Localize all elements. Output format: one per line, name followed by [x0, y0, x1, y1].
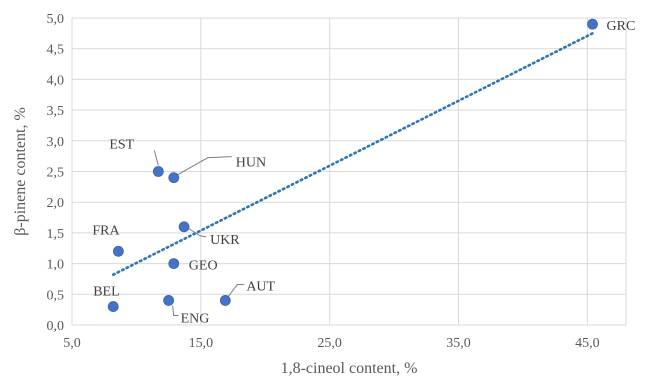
y-tick-label: 3,5 — [47, 104, 65, 119]
point-labels: GRC EST HUN UKR FRA GEO BEL ENG AUT — [92, 19, 635, 326]
leader-line-hun — [177, 156, 232, 176]
y-tick-label: 5,0 — [47, 12, 65, 27]
y-axis-title: β-pinene content, % — [12, 107, 29, 236]
x-tick-label: 25,0 — [317, 336, 342, 351]
point-label-est: EST — [109, 138, 134, 153]
point-label-fra: FRA — [92, 223, 120, 238]
y-tick-label: 4,0 — [47, 73, 65, 88]
point-label-eng: ENG — [181, 311, 210, 326]
data-point-eng — [163, 295, 175, 306]
leader-line-ukr — [188, 228, 207, 238]
trendline — [111, 32, 594, 276]
x-axis-title: 1,8-cineol content, % — [281, 360, 418, 377]
point-label-geo: GEO — [189, 259, 218, 274]
leader-line-est — [153, 150, 159, 166]
y-tick-label: 0,0 — [47, 319, 65, 334]
data-point-est — [152, 166, 164, 177]
trendline-group — [111, 32, 594, 276]
data-point-grc — [587, 18, 598, 30]
point-label-hun: HUN — [236, 156, 266, 171]
y-tick-label: 1,0 — [47, 258, 65, 273]
y-tick-label: 4,5 — [47, 43, 65, 58]
grid-lines — [71, 17, 627, 326]
x-tick-label: 15,0 — [189, 336, 214, 351]
x-tick-label: 45,0 — [575, 336, 600, 351]
y-tick-label: 2,0 — [47, 196, 65, 211]
data-point-fra — [112, 245, 124, 257]
y-tick-label: 0,5 — [47, 288, 65, 303]
y-tick-label: 3,0 — [47, 135, 65, 150]
data-points — [107, 18, 598, 312]
point-label-grc: GRC — [607, 19, 636, 34]
x-tick-label: 5,0 — [63, 336, 81, 351]
label-leader-lines — [153, 150, 245, 316]
y-tick-label: 2,5 — [47, 166, 65, 181]
tick-labels: 0,0 0,5 1,0 1,5 2,0 2,5 3,0 3,5 4,0 4,5 5,0 5,0 15,0… — [47, 12, 600, 351]
leader-line-eng — [172, 305, 179, 316]
point-label-ukr: UKR — [210, 233, 240, 248]
data-point-aut — [219, 295, 231, 306]
y-tick-label: 1,5 — [47, 227, 65, 242]
data-point-ukr — [178, 221, 190, 233]
leader-line-aut — [227, 283, 245, 297]
point-label-bel: BEL — [93, 285, 119, 300]
data-point-hun — [168, 172, 180, 184]
data-point-bel — [107, 301, 119, 312]
x-tick-label: 35,0 — [446, 336, 471, 351]
data-point-geo — [168, 258, 180, 270]
point-label-aut: AUT — [246, 279, 275, 294]
